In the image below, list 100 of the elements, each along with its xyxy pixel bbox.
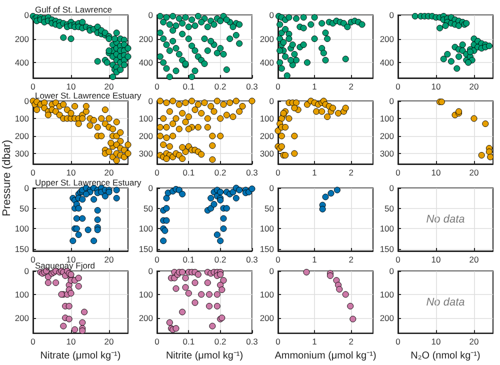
y-tick-label: 300: [138, 148, 154, 158]
x-tick-label: 10: [431, 168, 441, 178]
point: [163, 217, 170, 224]
point: [206, 291, 212, 298]
point: [94, 226, 101, 234]
point: [179, 308, 186, 316]
point: [482, 120, 489, 127]
y-tick-label: 0: [389, 183, 394, 193]
x-tick-label: 0: [276, 254, 281, 264]
y-tick-label: 100: [380, 114, 394, 124]
point: [81, 308, 88, 316]
point: [185, 290, 192, 297]
y-tick-label: 0: [148, 10, 154, 20]
x-tick-label: 0: [396, 254, 401, 264]
point: [454, 65, 460, 72]
x-axis-title: Ammonium (μmol kg⁻¹): [274, 350, 376, 362]
point: [487, 154, 494, 160]
y-tick-label: 300: [260, 148, 274, 158]
point: [478, 152, 485, 158]
x-tick-label: 10: [431, 254, 441, 264]
point: [208, 205, 214, 212]
point: [217, 271, 224, 278]
x-tick-label: 0: [276, 336, 281, 347]
point: [288, 56, 294, 64]
point: [358, 21, 366, 28]
point: [350, 316, 356, 322]
point: [330, 104, 336, 112]
x-axis-title: Nitrate (μmol kg⁻¹): [40, 350, 121, 362]
y-tick-label: 0: [24, 96, 30, 106]
point: [293, 100, 300, 106]
point: [214, 302, 220, 310]
point: [75, 282, 82, 290]
y-tick-label: 200: [260, 131, 274, 141]
x-tick-label: 10: [66, 336, 76, 347]
x-axis-title: N₂O (nmol kg⁻¹): [410, 350, 480, 362]
x-tick-label: 0: [30, 82, 36, 92]
y-tick-label: 200: [14, 312, 30, 323]
y-tick-label: 300: [380, 148, 394, 158]
point: [282, 26, 289, 33]
point: [456, 53, 462, 60]
point: [75, 205, 82, 212]
y-tick-label: 150: [138, 244, 154, 254]
point: [342, 56, 349, 62]
x-tick-label: 2: [348, 168, 354, 178]
point: [293, 56, 300, 64]
point: [342, 291, 349, 298]
point: [84, 226, 92, 234]
point: [335, 110, 342, 116]
point: [94, 216, 101, 223]
point: [276, 47, 284, 54]
y-tick-label: 0: [389, 10, 394, 20]
point: [182, 274, 189, 282]
y-tick-label: 100: [14, 224, 30, 234]
y-tick-label: 200: [260, 312, 274, 323]
point: [304, 59, 310, 66]
y-tick-label: 400: [138, 58, 154, 68]
x-tick-label: 0.2: [214, 82, 227, 92]
point: [322, 194, 329, 200]
point: [179, 268, 186, 276]
point: [75, 274, 82, 282]
x-tick-label: 0: [276, 168, 281, 178]
y-tick-label: 0: [269, 10, 274, 20]
point: [90, 196, 98, 203]
y-tick-label: 300: [14, 148, 30, 158]
y-tick-label: 200: [138, 312, 154, 323]
annotation: No data: [426, 214, 465, 226]
x-tick-label: 10: [66, 82, 76, 92]
x-tick-label: 20: [469, 254, 479, 264]
point: [82, 190, 90, 198]
point: [220, 215, 227, 222]
point: [218, 286, 226, 293]
point: [291, 132, 298, 140]
point: [172, 285, 180, 292]
point: [52, 279, 60, 286]
point: [293, 15, 300, 22]
point: [456, 22, 462, 29]
y-tick-label: 0: [389, 96, 394, 106]
point: [324, 114, 331, 120]
point: [223, 205, 230, 212]
point: [163, 194, 170, 202]
point: [319, 206, 326, 212]
point: [72, 326, 78, 333]
point: [318, 108, 326, 115]
point: [291, 150, 298, 157]
point: [214, 231, 220, 238]
x-tick-label: 20: [104, 336, 114, 347]
point: [342, 104, 349, 112]
x-tick-label: 0.1: [182, 254, 195, 264]
point: [286, 14, 292, 21]
point: [328, 190, 334, 197]
point: [204, 279, 211, 286]
point: [192, 279, 198, 286]
y-tick-label: 100: [260, 224, 274, 234]
y-tick-label: 0: [148, 96, 154, 106]
point: [90, 238, 98, 244]
y-tick-label: 100: [138, 224, 154, 234]
annotation: No data: [426, 296, 465, 308]
y-tick-label: 200: [380, 312, 394, 323]
point: [214, 291, 220, 298]
y-tick-label: 100: [14, 289, 30, 300]
